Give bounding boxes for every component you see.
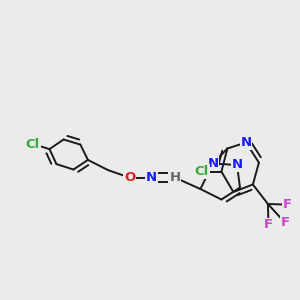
Text: N: N bbox=[240, 136, 252, 149]
Text: N: N bbox=[146, 171, 157, 184]
Text: N: N bbox=[231, 158, 243, 172]
Text: N: N bbox=[207, 157, 219, 170]
Text: F: F bbox=[283, 198, 292, 211]
Text: O: O bbox=[124, 171, 135, 184]
Text: Cl: Cl bbox=[26, 137, 40, 151]
Text: Cl: Cl bbox=[195, 165, 209, 178]
Text: F: F bbox=[280, 216, 290, 229]
Text: H: H bbox=[169, 171, 181, 184]
Text: F: F bbox=[264, 218, 273, 232]
